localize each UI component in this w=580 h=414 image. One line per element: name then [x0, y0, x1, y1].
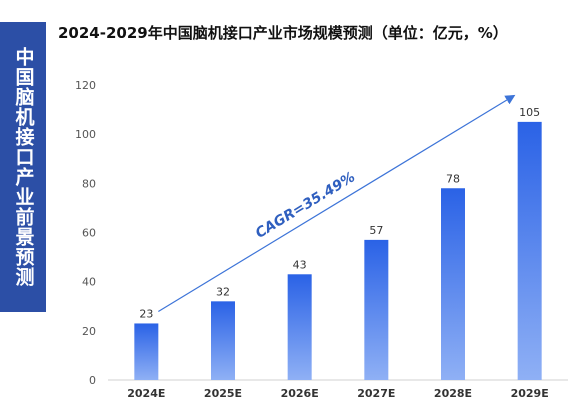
value-label: 57	[369, 224, 383, 237]
cagr-label: CAGR=35.49%	[253, 169, 358, 242]
x-tick-label: 2029E	[511, 387, 549, 400]
value-label: 32	[216, 285, 230, 298]
bar	[287, 274, 312, 380]
x-tick-label: 2028E	[434, 387, 472, 400]
side-panel-title: 中国脑机接口产业前景预测	[12, 47, 35, 287]
x-tick-label: 2024E	[127, 387, 165, 400]
value-label: 23	[139, 307, 153, 320]
y-tick-label: 20	[82, 325, 96, 338]
y-tick-label: 100	[75, 128, 96, 141]
value-label: 78	[446, 172, 460, 185]
x-tick-label: 2025E	[204, 387, 242, 400]
y-tick-label: 120	[75, 79, 96, 92]
value-label: 105	[519, 106, 540, 119]
chart-title: 2024-2029年中国脑机接口产业市场规模预测（单位：亿元，%）	[58, 24, 508, 42]
cagr-arrow	[158, 94, 516, 312]
y-tick-label: 40	[82, 276, 96, 289]
x-tick-label: 2026E	[281, 387, 319, 400]
value-label: 43	[293, 258, 307, 271]
y-tick-label: 60	[82, 227, 96, 240]
bar	[364, 239, 389, 380]
bar	[441, 188, 465, 380]
y-tick-label: 0	[89, 374, 96, 387]
bar	[517, 121, 542, 380]
y-tick-label: 80	[82, 177, 96, 190]
bar	[134, 323, 159, 380]
x-tick-label: 2027E	[357, 387, 395, 400]
side-panel: 中国脑机接口产业前景预测	[0, 22, 46, 312]
bar	[211, 301, 235, 380]
